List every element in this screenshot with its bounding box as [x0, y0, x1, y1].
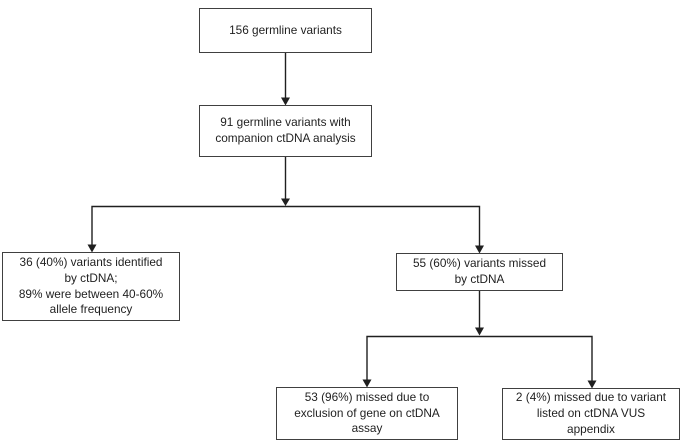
node-germline-total: 156 germline variants: [199, 8, 372, 53]
edge-branch-one-bar: [91, 205, 481, 246]
arrowhead-companion-to-branch: [281, 198, 290, 206]
node-identified-by-ctdna: 36 (40%) variants identified by ctDNA; 8…: [2, 252, 180, 321]
arrowhead-missed-to-branch: [475, 327, 484, 336]
edge-branch-two-bar: [366, 335, 593, 381]
node-companion-ctdna: 91 germline variants with companion ctDN…: [199, 105, 372, 157]
node-missed-vus-appendix: 2 (4%) missed due to variant listed on c…: [502, 388, 680, 440]
node-missed-gene-exclusion: 53 (96%) missed due to exclusion of gene…: [276, 387, 458, 440]
node-missed-by-ctdna: 55 (60%) variants missed by ctDNA: [396, 253, 563, 291]
